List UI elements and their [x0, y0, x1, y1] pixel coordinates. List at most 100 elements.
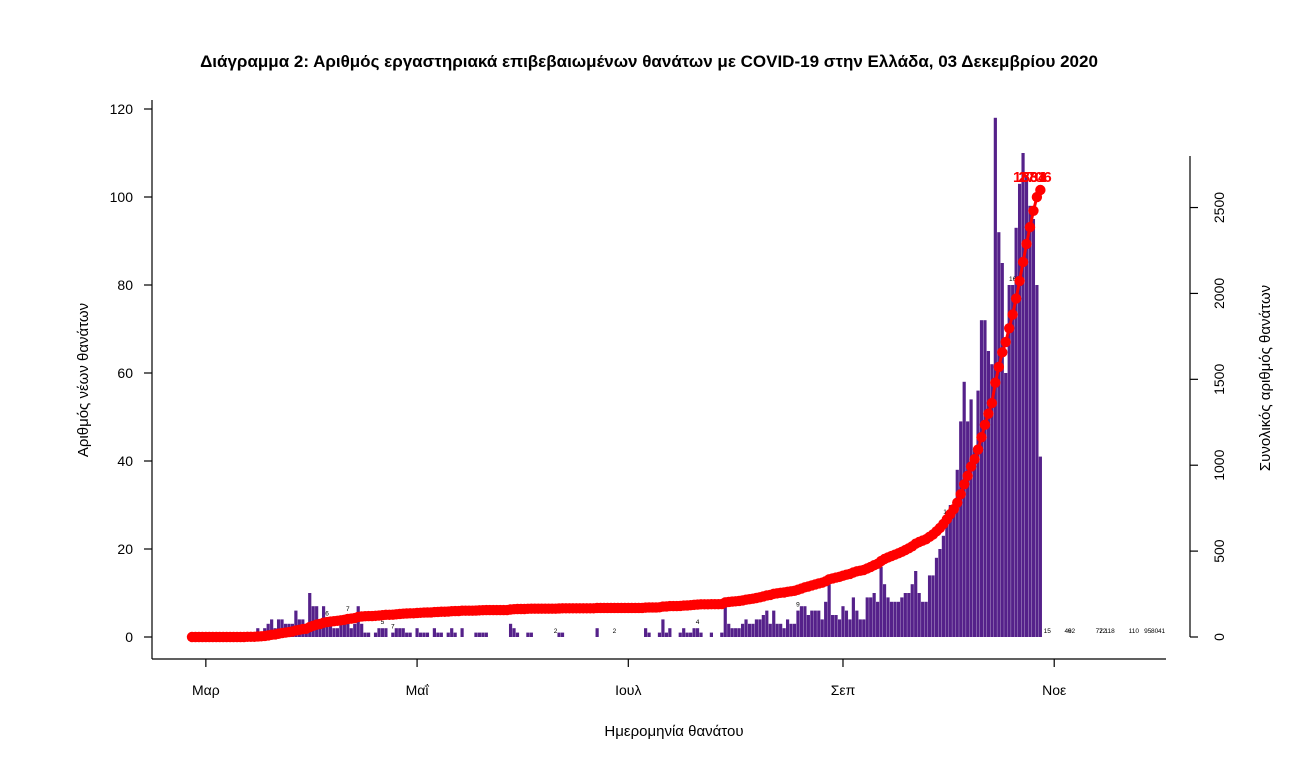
cumulative-point [1004, 323, 1015, 334]
bar [332, 628, 336, 637]
cumulative-label: 2706 [1018, 169, 1051, 186]
bar [474, 632, 478, 637]
bar [346, 615, 350, 637]
bar [941, 535, 945, 637]
bar [983, 320, 987, 637]
bar [270, 619, 274, 637]
bar [425, 632, 430, 637]
bar [730, 628, 734, 637]
bar [959, 421, 963, 637]
bar [560, 632, 565, 637]
bar [644, 628, 648, 637]
bar [328, 623, 333, 637]
y-left-tick-label: 60 [117, 365, 133, 381]
bar [938, 549, 942, 637]
y-left-tick-label: 40 [117, 453, 133, 469]
bar [1000, 263, 1004, 637]
bar [661, 619, 665, 637]
bar [952, 509, 956, 637]
x-axis-ticks: Μαρ Μαΐ Ιουλ Σεπ Νοε [192, 659, 1066, 698]
bar [862, 619, 866, 637]
bar [1024, 175, 1029, 637]
bar [360, 623, 364, 637]
cumulative-point [983, 408, 994, 419]
bar [415, 628, 419, 637]
y-axis-right-ticks: 0 500 1000 1500 2000 2500 [1190, 192, 1227, 641]
bar [789, 623, 793, 637]
bar [910, 584, 914, 637]
bar [824, 601, 828, 637]
bar [948, 505, 952, 637]
y-right-tick-label: 2000 [1211, 278, 1227, 309]
bar-value-label: 110 [1129, 628, 1140, 635]
bar [876, 601, 880, 637]
bar [380, 628, 385, 637]
bar [720, 632, 724, 637]
cumulative-point [986, 397, 998, 409]
bar-value-label: 7 [391, 624, 395, 631]
bar [512, 628, 516, 637]
cumulative-point [1035, 184, 1046, 196]
bar [699, 632, 703, 637]
bar [765, 610, 769, 637]
bar [1028, 205, 1032, 638]
bar [349, 628, 353, 637]
bar [363, 632, 367, 637]
bar [453, 632, 457, 637]
bar [384, 628, 388, 637]
bar [955, 469, 959, 637]
bar [858, 619, 862, 637]
bar [997, 232, 1001, 637]
bar [647, 632, 651, 637]
bar [367, 632, 371, 637]
bar [689, 632, 693, 637]
bar [851, 597, 855, 637]
bar [339, 623, 343, 637]
bar [1031, 219, 1036, 637]
bar [775, 623, 779, 637]
cumulative-line [186, 184, 1046, 643]
bar-value-label: 49 [1064, 628, 1072, 635]
bar [893, 601, 897, 637]
bar-value-label: 2 [613, 628, 617, 635]
bar [879, 566, 883, 637]
bar [820, 619, 824, 637]
bar [1038, 456, 1042, 637]
bar [744, 619, 748, 637]
bar [276, 619, 281, 637]
bar [1017, 183, 1022, 638]
bar [945, 518, 949, 637]
bar-value-label: 6 [325, 610, 329, 617]
bar [408, 632, 412, 637]
bar [668, 628, 672, 637]
bar [903, 593, 907, 637]
bar [810, 610, 814, 637]
bar [695, 628, 700, 637]
bar [353, 623, 357, 637]
bar-value-label: 16 [1009, 276, 1017, 283]
cumulative-point [962, 470, 973, 482]
bar [844, 610, 849, 637]
bar-value-label: 9 [796, 602, 800, 609]
bar [979, 320, 984, 637]
bar [422, 632, 426, 637]
bar-value-label: 15 [1044, 628, 1052, 635]
bar [907, 593, 911, 637]
y-left-tick-label: 120 [110, 101, 134, 117]
bar [529, 632, 533, 637]
y-left-tick-label: 0 [125, 629, 133, 645]
cumulative-point [990, 377, 1001, 388]
chart-title: Διάγραμμα 2: Αριθμός εργαστηριακά επιβεβ… [200, 52, 1098, 71]
cumulative-point [976, 432, 987, 443]
bar [806, 615, 810, 637]
y-axis-left-ticks: 0 20 40 60 80 100 120 [110, 101, 152, 645]
bar-value-label: 72 [1099, 628, 1107, 635]
bar [1004, 373, 1008, 637]
bar [761, 615, 765, 637]
bar-value-label: 80 [1151, 628, 1159, 635]
cumulative-point [1017, 256, 1029, 268]
bar [294, 610, 298, 637]
bar [896, 601, 900, 637]
cumulative-point [1007, 309, 1018, 320]
